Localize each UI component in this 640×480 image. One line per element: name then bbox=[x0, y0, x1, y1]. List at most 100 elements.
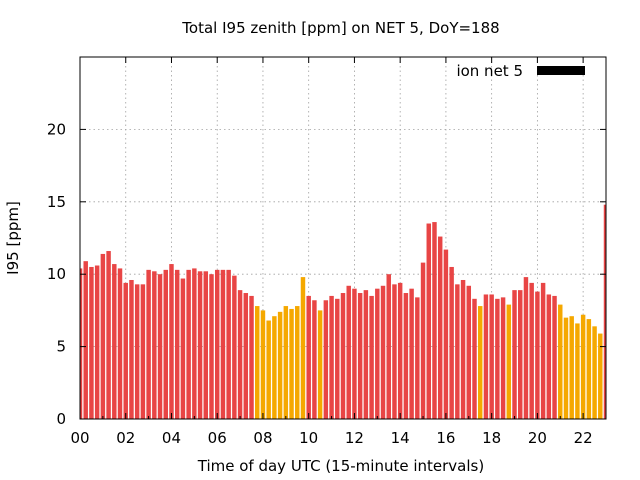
bar bbox=[415, 297, 420, 419]
bar bbox=[272, 316, 277, 419]
bar bbox=[352, 288, 357, 419]
bar bbox=[203, 271, 209, 419]
bar bbox=[220, 269, 226, 419]
bar bbox=[317, 310, 323, 419]
bar bbox=[255, 306, 260, 419]
bar bbox=[237, 290, 243, 419]
legend: ion net 5 bbox=[456, 62, 585, 80]
bar bbox=[209, 274, 214, 419]
bar bbox=[289, 308, 294, 419]
bar bbox=[140, 284, 146, 419]
bar bbox=[369, 295, 374, 419]
bar bbox=[580, 314, 586, 419]
x-tick-label: 08 bbox=[253, 429, 272, 447]
x-axis-label: Time of day UTC (15-minute intervals) bbox=[197, 457, 484, 475]
bar bbox=[500, 297, 506, 419]
x-tick-label: 14 bbox=[391, 429, 410, 447]
bar bbox=[157, 274, 163, 419]
bar bbox=[443, 249, 449, 419]
bar bbox=[363, 290, 369, 419]
bar bbox=[94, 265, 100, 419]
bar bbox=[106, 251, 111, 419]
bar bbox=[540, 282, 546, 419]
bar bbox=[477, 306, 483, 419]
bar bbox=[472, 298, 477, 419]
bar bbox=[312, 300, 317, 419]
bar bbox=[243, 293, 249, 419]
x-tick-label: 12 bbox=[345, 429, 364, 447]
x-tick-label: 22 bbox=[574, 429, 593, 447]
bar bbox=[357, 293, 363, 419]
bar bbox=[146, 269, 151, 419]
bar bbox=[380, 285, 386, 419]
bar bbox=[300, 277, 306, 419]
bar bbox=[420, 262, 426, 419]
bar bbox=[283, 306, 289, 419]
bar bbox=[260, 310, 266, 419]
bar bbox=[100, 253, 106, 419]
bar bbox=[174, 269, 180, 419]
legend-label: ion net 5 bbox=[456, 62, 523, 80]
bar bbox=[552, 295, 557, 419]
bar bbox=[83, 261, 88, 419]
bar bbox=[346, 285, 351, 419]
y-tick-label: 10 bbox=[47, 265, 66, 283]
bar bbox=[432, 222, 437, 419]
bar bbox=[569, 316, 574, 419]
bar bbox=[323, 300, 329, 419]
bar bbox=[426, 223, 431, 419]
bar bbox=[169, 264, 174, 419]
bar bbox=[152, 271, 157, 419]
bar bbox=[180, 278, 186, 419]
y-tick-label: 20 bbox=[47, 120, 66, 138]
bar bbox=[563, 317, 569, 419]
bar bbox=[134, 284, 140, 419]
axis-ticks: 00 02 04 06 08 10 12 14 16 18 20 22 0 5 10 15 20 bbox=[47, 57, 606, 447]
bar bbox=[558, 304, 563, 419]
bar bbox=[598, 333, 603, 419]
bar bbox=[89, 266, 94, 419]
bar bbox=[575, 323, 580, 419]
y-tick-label: 15 bbox=[47, 193, 66, 211]
y-axis-label: I95 [ppm] bbox=[4, 201, 22, 275]
bar bbox=[329, 295, 334, 419]
bar bbox=[529, 282, 534, 419]
x-tick-label: 06 bbox=[208, 429, 227, 447]
bar bbox=[460, 279, 466, 419]
bar bbox=[186, 269, 191, 419]
x-tick-label: 04 bbox=[162, 429, 181, 447]
bar bbox=[163, 269, 168, 419]
bar bbox=[586, 319, 592, 419]
bar bbox=[455, 284, 460, 419]
x-tick-label: 10 bbox=[299, 429, 318, 447]
bar bbox=[546, 294, 552, 419]
bar bbox=[523, 277, 529, 419]
y-tick-label: 5 bbox=[56, 338, 66, 356]
bar bbox=[129, 279, 134, 419]
bar bbox=[518, 290, 523, 419]
bar bbox=[392, 284, 397, 419]
bar bbox=[592, 326, 597, 419]
bar bbox=[266, 320, 271, 419]
bar bbox=[489, 294, 494, 419]
bar bbox=[386, 274, 391, 419]
x-tick-label: 18 bbox=[482, 429, 501, 447]
bar bbox=[375, 288, 380, 419]
y-tick-label: 0 bbox=[56, 410, 66, 428]
bar bbox=[335, 298, 340, 419]
bar bbox=[249, 295, 254, 419]
bar bbox=[192, 268, 197, 419]
bar bbox=[340, 293, 346, 419]
bar bbox=[512, 290, 517, 419]
legend-swatch bbox=[537, 66, 585, 75]
x-tick-label: 20 bbox=[528, 429, 547, 447]
bars bbox=[80, 204, 606, 419]
x-tick-label: 02 bbox=[116, 429, 135, 447]
bar bbox=[449, 266, 454, 419]
bar bbox=[295, 306, 300, 419]
bar bbox=[112, 264, 117, 419]
bar bbox=[403, 293, 409, 419]
bar bbox=[226, 269, 231, 419]
bar bbox=[306, 295, 311, 419]
